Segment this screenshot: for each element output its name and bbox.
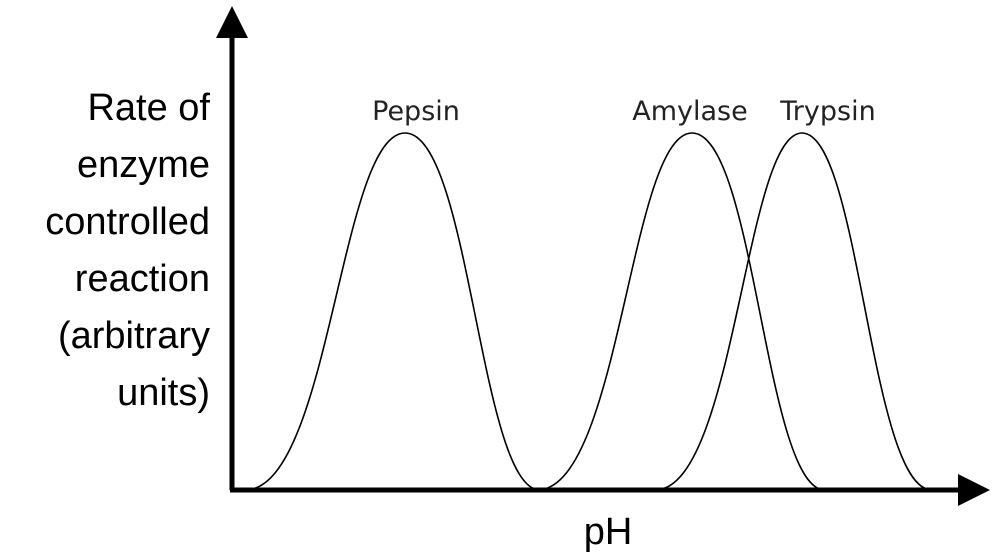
y-axis-label: units): [117, 372, 210, 414]
pepsin-curve: [244, 132, 541, 491]
curve-label: Trypsin: [779, 96, 875, 127]
curve-label: Amylase: [632, 96, 747, 127]
y-axis-arrow: [216, 6, 248, 38]
x-axis-label: pH: [584, 511, 633, 552]
y-axis-label: enzyme: [77, 144, 210, 186]
y-axis-label: controlled: [45, 201, 210, 243]
amylase-curve: [536, 132, 826, 491]
y-axis-label: (arbitrary: [58, 315, 210, 357]
y-axis-label: reaction: [75, 258, 210, 300]
trypsin-curve: [654, 132, 933, 491]
x-axis-arrow: [958, 474, 990, 506]
y-axis-label: Rate of: [87, 87, 210, 129]
curve-label: Pepsin: [372, 96, 460, 127]
